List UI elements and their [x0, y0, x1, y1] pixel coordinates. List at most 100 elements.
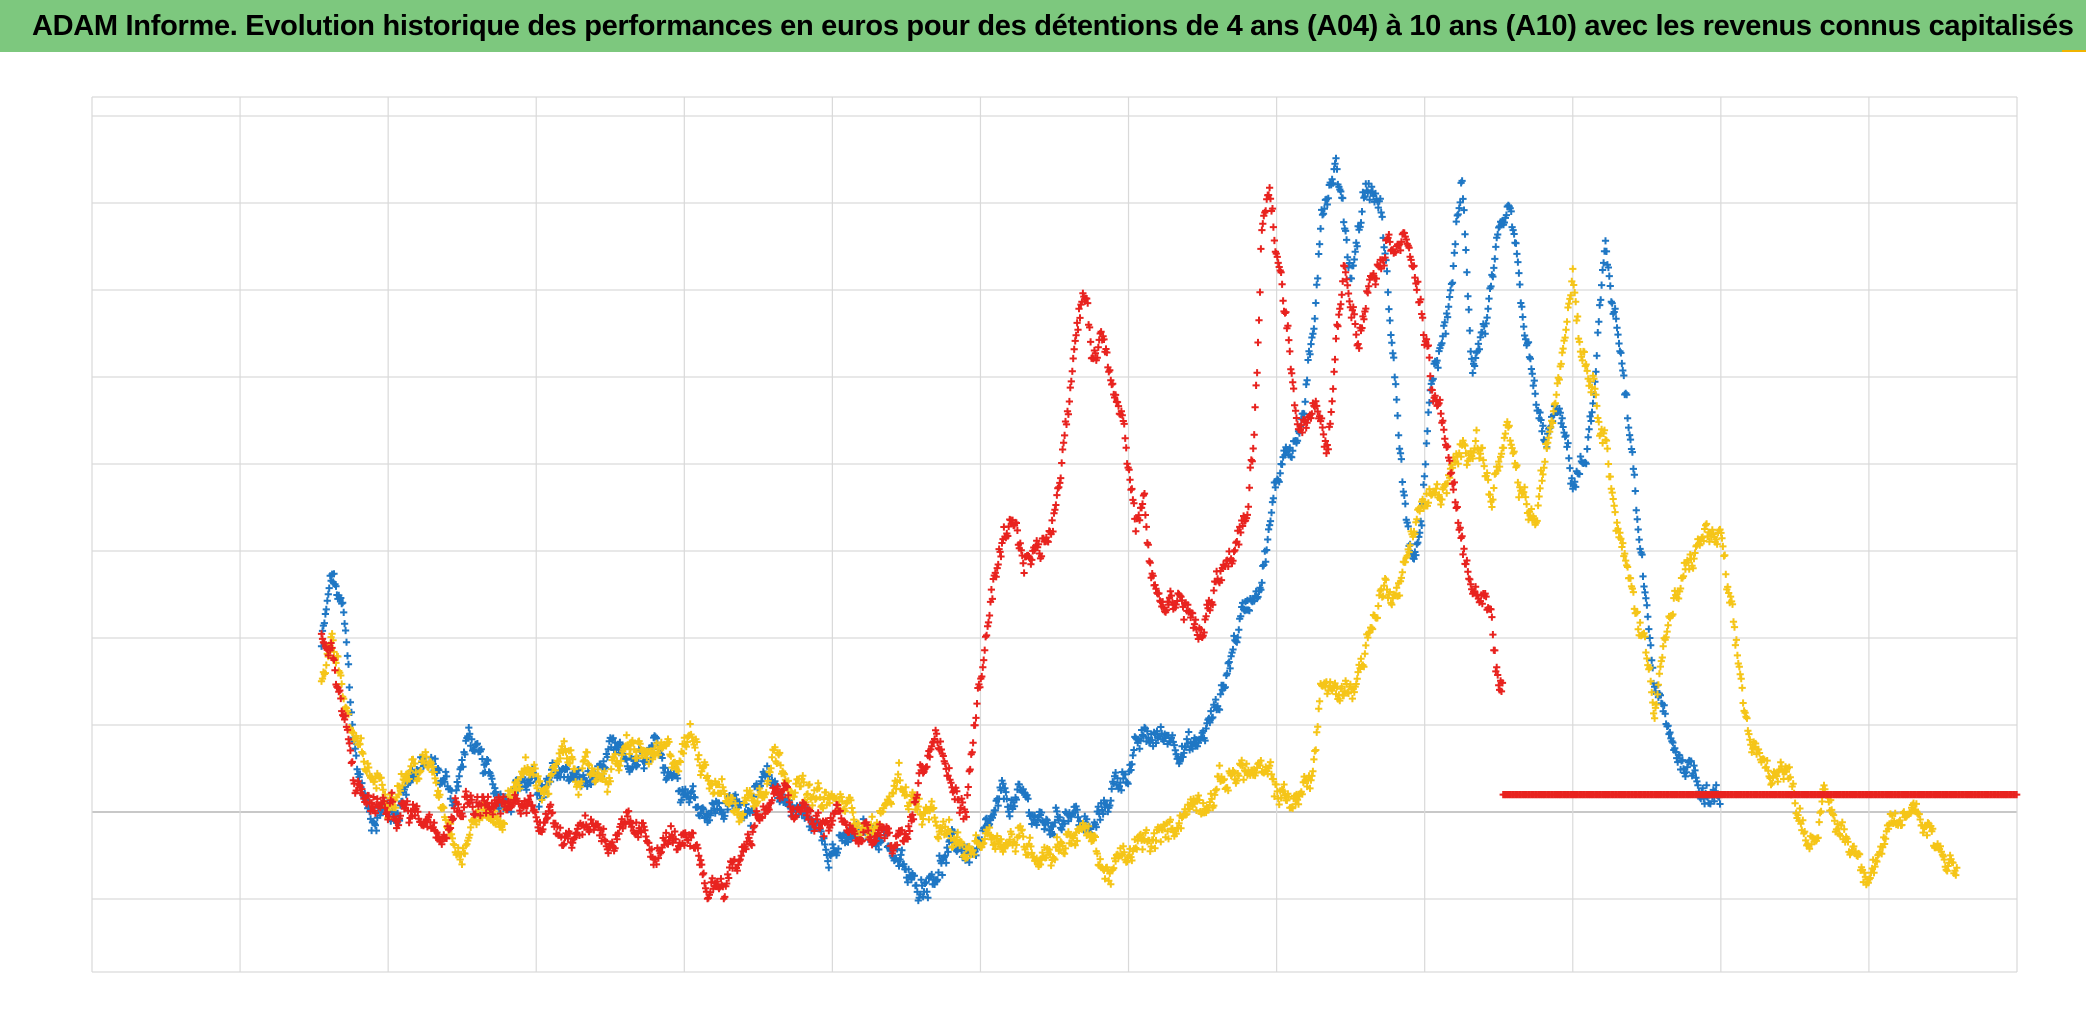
point-blue — [1687, 757, 1695, 765]
point-blue — [489, 780, 497, 788]
point-blue — [944, 848, 952, 856]
point-blue — [1257, 586, 1265, 594]
point-blue — [1463, 268, 1471, 276]
point-blue — [1441, 318, 1449, 326]
point-yellow — [728, 794, 737, 802]
point-blue — [1618, 359, 1626, 368]
point-blue — [994, 802, 1002, 810]
point-blue — [1624, 414, 1632, 422]
point-blue — [700, 805, 708, 813]
point-blue — [1646, 634, 1654, 642]
point-blue — [1323, 200, 1331, 209]
point-yellow — [1093, 850, 1101, 858]
point-yellow — [1053, 833, 1061, 841]
point-yellow — [895, 759, 903, 767]
point-blue — [1434, 364, 1442, 372]
point-blue — [1589, 399, 1597, 407]
point-blue — [1445, 303, 1453, 311]
point-blue — [1276, 469, 1284, 477]
point-blue — [1130, 746, 1138, 754]
point-blue — [1494, 230, 1502, 239]
point-blue — [1575, 470, 1584, 478]
point-blue — [1562, 431, 1570, 440]
point-yellow — [991, 845, 999, 853]
point-blue — [1049, 822, 1057, 830]
point-yellow — [1027, 842, 1035, 850]
point-blue — [1446, 286, 1455, 294]
point-blue — [1613, 324, 1621, 332]
point-blue — [1625, 424, 1633, 432]
point-blue — [1510, 230, 1518, 238]
point-blue — [1587, 417, 1595, 425]
point-blue — [1401, 500, 1409, 508]
point-yellow — [578, 764, 586, 772]
point-blue — [372, 827, 380, 835]
point-yellow — [970, 850, 978, 859]
point-yellow — [533, 784, 541, 792]
point-yellow — [808, 801, 816, 809]
point-blue — [1630, 471, 1638, 479]
point-yellow — [1166, 816, 1174, 824]
point-blue — [1267, 509, 1276, 517]
point-blue — [342, 638, 351, 646]
point-yellow — [1242, 760, 1251, 768]
point-blue — [1168, 731, 1176, 739]
point-yellow — [753, 797, 762, 806]
point-blue — [344, 660, 353, 668]
point-blue — [1615, 339, 1623, 348]
point-blue — [1448, 279, 1457, 287]
point-blue — [1604, 263, 1612, 272]
point-blue — [1526, 355, 1534, 363]
point-blue — [1262, 558, 1270, 566]
point-yellow — [600, 767, 609, 775]
point-yellow — [430, 768, 438, 776]
point-blue — [322, 605, 330, 613]
point-blue — [1582, 460, 1590, 468]
point-blue — [441, 778, 449, 786]
point-blue — [1383, 267, 1391, 275]
point-blue — [875, 845, 883, 854]
point-blue — [1491, 255, 1499, 263]
point-yellow — [1008, 830, 1016, 838]
point-yellow — [764, 777, 772, 785]
point-blue — [991, 806, 999, 814]
point-blue — [1342, 227, 1350, 235]
point-blue — [1676, 751, 1684, 759]
point-yellow — [739, 810, 747, 818]
point-yellow — [799, 772, 807, 780]
point-blue — [1083, 815, 1091, 823]
point-yellow — [356, 740, 364, 748]
point-blue — [1314, 274, 1322, 282]
point-blue — [1583, 445, 1591, 453]
point-blue — [1073, 806, 1081, 814]
point-yellow — [567, 746, 575, 754]
point-yellow — [556, 754, 564, 762]
point-yellow — [394, 791, 403, 799]
point-blue — [1306, 350, 1314, 358]
point-blue — [715, 799, 723, 807]
point-yellow — [1101, 875, 1109, 883]
point-yellow — [1096, 855, 1104, 863]
point-yellow — [1235, 772, 1243, 780]
point-blue — [1258, 579, 1266, 587]
point-yellow — [522, 753, 530, 761]
point-yellow — [500, 820, 508, 828]
point-blue — [1332, 154, 1340, 162]
point-yellow — [467, 823, 475, 831]
point-blue — [1605, 272, 1613, 280]
point-yellow — [819, 804, 827, 812]
point-blue — [1442, 330, 1450, 338]
point-blue — [691, 793, 699, 802]
point-blue — [1461, 230, 1469, 238]
point-blue — [1600, 259, 1608, 267]
point-yellow — [721, 790, 729, 798]
point-blue — [1597, 296, 1605, 304]
point-blue — [689, 782, 697, 790]
point-blue — [1425, 399, 1433, 407]
point-blue — [1153, 727, 1161, 735]
point-blue — [1524, 338, 1533, 346]
point-blue — [1602, 247, 1611, 255]
point-blue — [1310, 325, 1318, 333]
point-blue — [1716, 800, 1724, 808]
point-yellow — [680, 734, 688, 742]
